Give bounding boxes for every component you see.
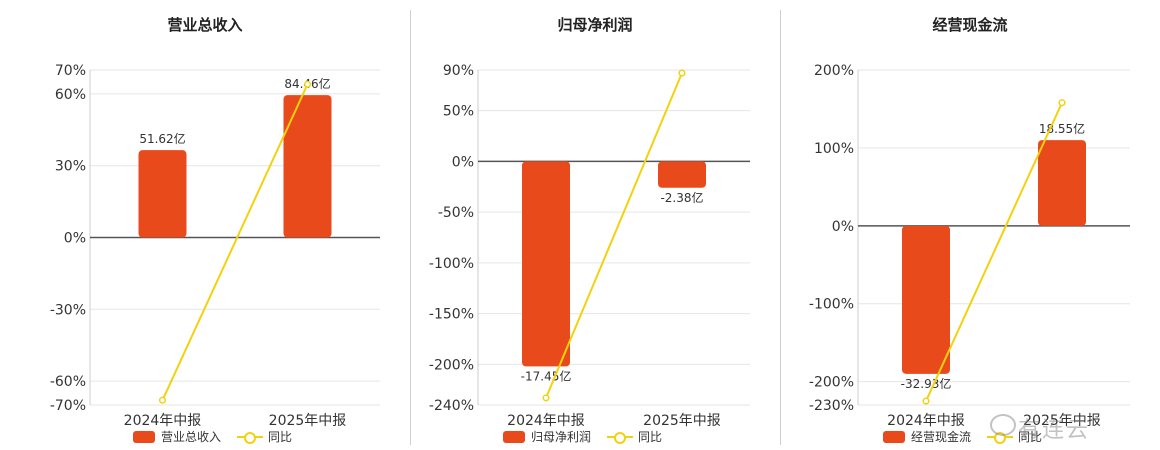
- x-tick-label: 2025年中报: [1023, 413, 1101, 429]
- chart-panel-revenue: 营业总收入 70% 60% 30% 0% -30% -60% -70% 2024年中报 2025…: [0, 0, 410, 450]
- yoy-point: [678, 69, 686, 77]
- y-tick-label: -30%: [50, 302, 86, 318]
- bar: [902, 225, 950, 374]
- y-tick-label: -230%: [809, 398, 854, 414]
- yoy-line: [925, 102, 1063, 402]
- chart-svg: 90% 50% 0% -50% -100% -150% -200% -240% 2024年中报 2…: [429, 63, 750, 429]
- legend: 经营现金流 同比: [883, 428, 1042, 445]
- bar-data-label: 18.55亿: [1039, 121, 1085, 136]
- y-tick-label: 50%: [443, 104, 474, 120]
- legend-line-label: 同比: [1018, 430, 1043, 444]
- legend-line-label: 同比: [638, 430, 663, 444]
- yoy-point: [542, 394, 550, 402]
- y-tick-label: 0%: [452, 154, 474, 170]
- legend-bar-label: 营业总收入: [161, 430, 222, 444]
- bar-data-label: 51.62亿: [139, 131, 185, 146]
- x-tick-label: 2025年中报: [269, 413, 347, 429]
- yoy-point: [303, 80, 312, 88]
- legend-bar-swatch: [503, 430, 525, 443]
- watermark-logo-icon: [990, 414, 1016, 436]
- chart-title: 归母净利润: [557, 16, 633, 34]
- y-tick-label: -50%: [438, 205, 474, 221]
- panel-divider: [410, 10, 411, 445]
- x-tick-label: 2024年中报: [887, 413, 965, 429]
- y-tick-label: -200%: [429, 357, 474, 373]
- bar: [1038, 140, 1086, 226]
- watermark: 有连云: [1018, 418, 1091, 443]
- x-tick-label: 2024年中报: [507, 413, 585, 429]
- bar: [138, 150, 187, 238]
- y-tick-label: -150%: [429, 307, 474, 323]
- legend-line-label: 同比: [268, 430, 293, 444]
- yoy-point: [922, 397, 930, 405]
- y-tick-label: -60%: [50, 374, 86, 390]
- y-tick-label: 70%: [55, 63, 86, 79]
- legend: 归母净利润 同比: [503, 428, 662, 445]
- yoy-line: [161, 83, 309, 401]
- y-tick-label: 100%: [814, 141, 854, 157]
- y-tick-label: -200%: [809, 375, 854, 391]
- bar: [283, 95, 332, 238]
- chart-title: 经营现金流: [932, 16, 1008, 34]
- legend-line-swatch: [607, 431, 634, 444]
- x-tick-label: 2025年中报: [643, 413, 721, 429]
- legend-bar-swatch: [133, 430, 155, 443]
- chart-title: 营业总收入: [167, 16, 243, 34]
- x-tick-label: 2024年中报: [124, 413, 202, 429]
- yoy-line: [545, 72, 683, 399]
- bar: [522, 161, 570, 367]
- y-tick-label: 0%: [832, 219, 854, 235]
- panel-divider: [780, 10, 781, 445]
- y-tick-label: 30%: [55, 159, 86, 175]
- bar-data-label: -2.38亿: [660, 190, 703, 205]
- chart-panel-operating-cash-flow: 经营现金流 200% 100% 0% -100% -200% -230% 2024年中报 20…: [780, 0, 1160, 450]
- yoy-point: [158, 396, 167, 404]
- yoy-point: [1058, 99, 1066, 107]
- legend-bar-label: 归母净利润: [531, 430, 592, 444]
- y-tick-label: -240%: [429, 398, 474, 414]
- chart-svg: 70% 60% 30% 0% -30% -60% -70% 2024年中报 2025年中报 51.…: [50, 63, 380, 429]
- y-tick-label: 60%: [55, 87, 86, 103]
- legend-line-swatch: [237, 431, 264, 444]
- y-tick-label: 200%: [814, 63, 854, 79]
- bar-data-label: -32.93亿: [901, 376, 952, 391]
- y-tick-label: 90%: [443, 63, 474, 79]
- y-tick-label: -70%: [50, 398, 86, 414]
- y-tick-label: -100%: [809, 297, 854, 313]
- y-tick-label: 0%: [64, 231, 86, 247]
- legend: 营业总收入 同比: [133, 428, 292, 445]
- chart-svg: 200% 100% 0% -100% -200% -230% 2024年中报 2025年中报 -…: [809, 63, 1130, 429]
- y-tick-label: -100%: [429, 256, 474, 272]
- bar: [658, 161, 706, 188]
- legend-bar-label: 经营现金流: [911, 430, 972, 444]
- legend-bar-swatch: [883, 430, 905, 443]
- bar-data-label: -17.45亿: [521, 368, 572, 383]
- chart-panel-net-profit: 归母净利润 90% 50% 0% -50% -100% -150% -200% -240% 20…: [410, 0, 780, 450]
